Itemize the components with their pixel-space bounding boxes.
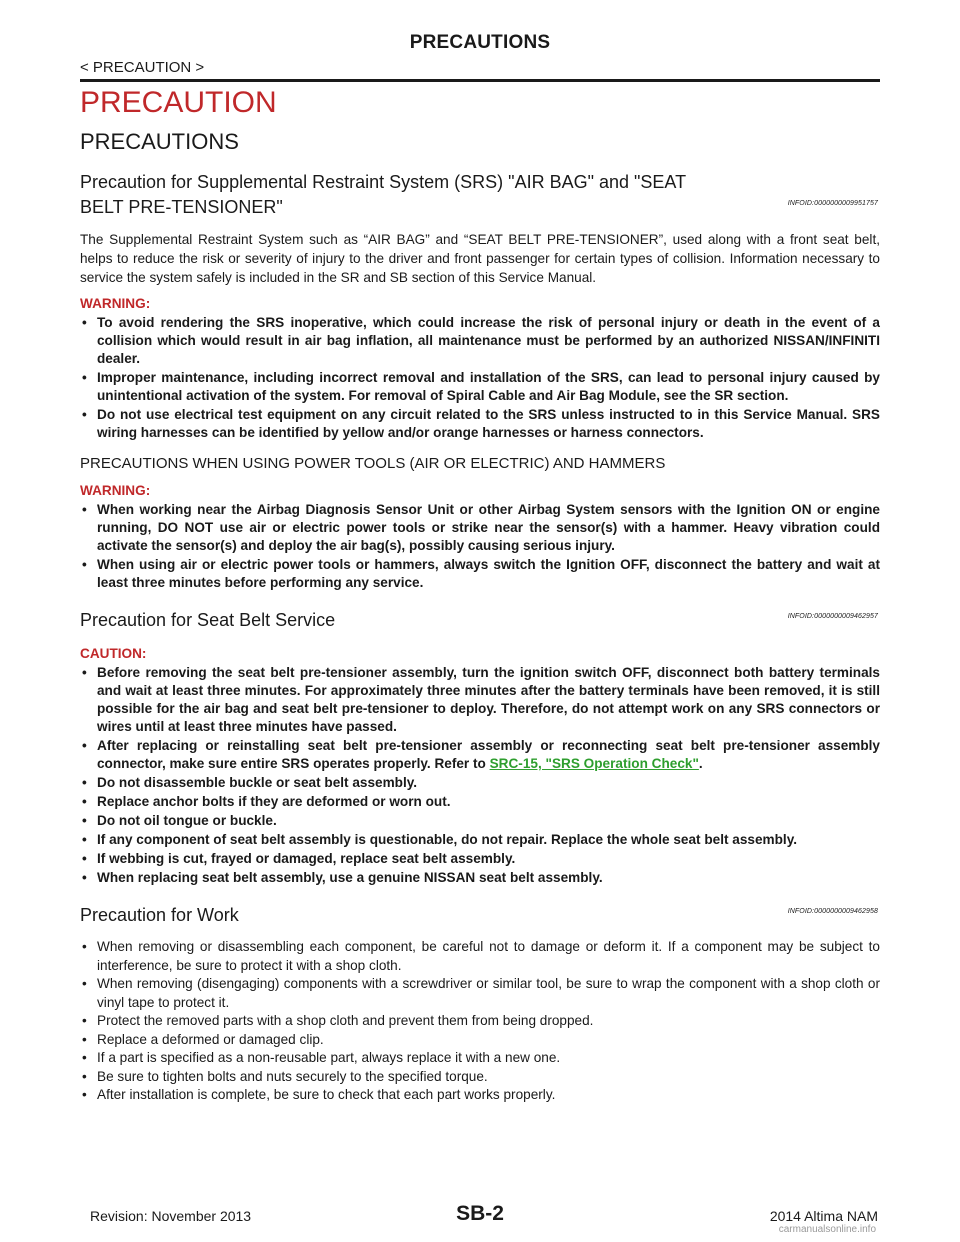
list-item: Before removing the seat belt pre-tensio…	[80, 664, 880, 736]
list-item: To avoid rendering the SRS inoperative, …	[80, 314, 880, 368]
list-item: After installation is complete, be sure …	[80, 1086, 880, 1105]
section-seat-belt-infoid: INFOID:0000000009462957	[787, 613, 878, 620]
work-items-list: When removing or disassembling each comp…	[80, 938, 880, 1105]
list-item: Replace a deformed or damaged clip.	[80, 1031, 880, 1050]
section-srs-heading: Precaution for Supplemental Restraint Sy…	[80, 170, 880, 220]
footer-watermark: carmanualsonline.info	[778, 1224, 876, 1235]
breadcrumb: < PRECAUTION >	[80, 59, 205, 76]
footer-revision: Revision: November 2013	[90, 1208, 252, 1224]
section-srs-title: Precaution for Supplemental Restraint Sy…	[80, 172, 686, 217]
list-item: Do not use electrical test equipment on …	[80, 406, 880, 442]
list-item: If a part is specified as a non-reusable…	[80, 1049, 880, 1068]
list-item: Protect the removed parts with a shop cl…	[80, 1012, 880, 1031]
footer-page-number: SB-2	[456, 1202, 504, 1225]
section-seat-belt-title: Precaution for Seat Belt Service	[80, 610, 336, 630]
list-item: When replacing seat belt assembly, use a…	[80, 869, 880, 887]
section-work-infoid: INFOID:0000000009462958	[787, 908, 878, 915]
header-rule	[80, 79, 880, 82]
srs-intro: The Supplemental Restraint System such a…	[80, 232, 880, 285]
list-item: If any component of seat belt assembly i…	[80, 831, 880, 849]
list-item: When using air or electric power tools o…	[80, 556, 880, 592]
footer-model: 2014 Altima NAM	[769, 1208, 878, 1224]
list-item: Improper maintenance, including incorrec…	[80, 369, 880, 405]
main-title: PRECAUTION	[80, 86, 277, 119]
warning-label-2: WARNING:	[80, 483, 151, 498]
list-item: Do not disassemble buckle or seat belt a…	[80, 774, 880, 792]
section-seat-belt-heading: Precaution for Seat Belt Service INFOID:…	[80, 608, 880, 633]
section-work-title: Precaution for Work	[80, 905, 239, 925]
running-title: PRECAUTIONS	[409, 32, 551, 53]
section-work-heading: Precaution for Work INFOID:0000000009462…	[80, 903, 880, 928]
seat-belt-cautions-list: Before removing the seat belt pre-tensio…	[80, 664, 880, 887]
list-item: If webbing is cut, frayed or damaged, re…	[80, 850, 880, 868]
list-item-with-link: After replacing or reinstalling seat bel…	[80, 737, 880, 773]
list-item: When working near the Airbag Diagnosis S…	[80, 501, 880, 555]
caution-text-end: .	[698, 756, 703, 771]
list-item: When removing or disassembling each comp…	[80, 938, 880, 975]
srs-warnings-list: To avoid rendering the SRS inoperative, …	[80, 314, 880, 442]
section-srs-infoid: INFOID:0000000009951757	[787, 200, 878, 207]
list-item: Be sure to tighten bolts and nuts secure…	[80, 1068, 880, 1087]
list-item: When removing (disengaging) components w…	[80, 975, 880, 1012]
power-tools-warnings-list: When working near the Airbag Diagnosis S…	[80, 501, 880, 592]
list-item: Do not oil tongue or buckle.	[80, 812, 880, 830]
caution-text: After replacing or reinstalling seat bel…	[97, 738, 880, 771]
power-tools-heading: PRECAUTIONS WHEN USING POWER TOOLS (AIR …	[80, 455, 666, 472]
sub-title: PRECAUTIONS	[80, 129, 239, 154]
list-item: Replace anchor bolts if they are deforme…	[80, 793, 880, 811]
main-content: PRECAUTION PRECAUTIONS Precaution for Su…	[80, 82, 880, 1105]
warning-label: WARNING:	[80, 296, 151, 311]
srs-operation-check-link[interactable]: SRC-15, "SRS Operation Check"	[489, 756, 699, 771]
caution-label: CAUTION:	[80, 646, 147, 661]
